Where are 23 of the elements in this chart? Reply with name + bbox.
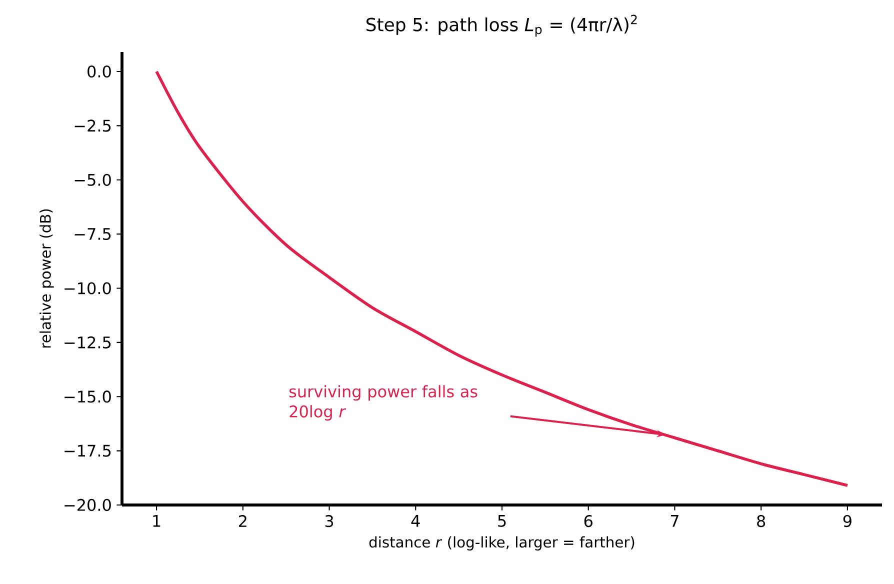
x-tick-label: 9 — [843, 515, 852, 528]
y-tick-label: −7.5 — [74, 228, 111, 240]
y-tick-label: −5.0 — [74, 174, 111, 186]
x-tick-label: 1 — [153, 515, 160, 527]
y-tick-label: −20.0 — [64, 498, 111, 512]
y-tick-label: −12.5 — [64, 336, 111, 348]
y-axis-title: relative power (dB) — [40, 209, 54, 348]
y-tick-label: 0.0 — [88, 65, 111, 78]
chart-title: Step 5: path loss L$_{p}$ = (4πr/λ)$^{2}$ — [366, 14, 637, 37]
line-series — [155, 70, 849, 487]
x-tick-label: 7 — [670, 515, 678, 527]
y-tick-label: −2.5 — [74, 120, 111, 132]
y-tick-label: −15.0 — [64, 390, 111, 403]
x-axis-title: distance r (log-like, larger = farther) — [369, 536, 634, 550]
x-tick-label: 3 — [325, 515, 334, 528]
y-tick-label: −10.0 — [64, 282, 111, 294]
x-tick-label: 4 — [411, 515, 420, 527]
y-tick-label: −17.5 — [64, 444, 111, 457]
x-tick-label: 8 — [757, 515, 766, 528]
x-tick-label: 2 — [238, 515, 246, 527]
x-tick-label: 5 — [498, 515, 506, 527]
x-tick-label: 6 — [584, 515, 592, 528]
annotation: surviving power falls as 20log r — [289, 385, 478, 421]
